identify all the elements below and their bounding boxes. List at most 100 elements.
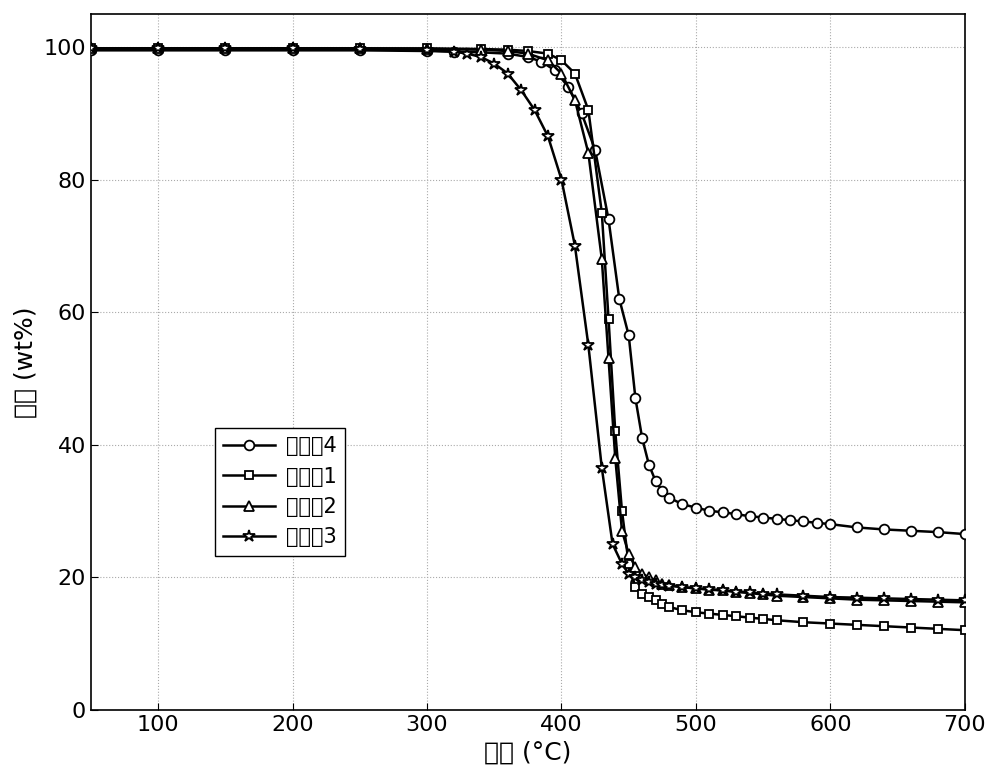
对比夓1 — [676, 605, 688, 615]
对比夓2 — [717, 586, 729, 595]
对比夓3 — [542, 131, 554, 141]
对比夓3 — [515, 86, 527, 95]
对比夓1 — [582, 105, 594, 114]
实施夓4 — [448, 47, 460, 56]
实施夓4 — [851, 523, 863, 532]
对比夓1 — [609, 426, 621, 436]
对比夓1 — [219, 44, 231, 53]
对比夓1 — [85, 44, 97, 53]
对比夓3 — [569, 241, 581, 251]
对比夓3 — [502, 69, 514, 79]
对比夓2 — [502, 47, 514, 56]
对比夓1 — [824, 619, 836, 628]
Legend: 实施夓4, 对比夓1, 对比夓2, 对比夓3: 实施夓4, 对比夓1, 对比夓2, 对比夓3 — [215, 428, 345, 555]
对比夓1 — [851, 620, 863, 629]
对比夓1 — [717, 610, 729, 619]
对比夓2 — [656, 579, 668, 588]
对比夓2 — [569, 96, 581, 105]
实施夓4 — [589, 145, 601, 154]
对比夓1 — [650, 596, 662, 605]
对比夓3 — [85, 44, 97, 53]
对比夓2 — [824, 594, 836, 603]
对比夓2 — [152, 44, 164, 53]
实施夓4 — [287, 46, 299, 55]
对比夓3 — [607, 539, 619, 548]
实施夓4 — [502, 49, 514, 58]
对比夓3 — [421, 46, 433, 55]
实施夓4 — [932, 527, 944, 537]
实施夓4 — [549, 65, 561, 75]
对比夓1 — [771, 615, 783, 625]
实施夓4 — [744, 511, 756, 520]
对比夓3 — [744, 587, 756, 597]
对比夓2 — [354, 44, 366, 53]
对比夓3 — [582, 341, 594, 350]
对比夓1 — [522, 47, 534, 56]
对比夓2 — [555, 69, 567, 79]
对比夓2 — [421, 44, 433, 54]
对比夓2 — [609, 454, 621, 463]
对比夓2 — [596, 254, 608, 264]
Y-axis label: 质量 (wt%): 质量 (wt%) — [14, 306, 38, 418]
对比夓3 — [636, 576, 648, 585]
对比夓3 — [354, 44, 366, 54]
对比夓3 — [905, 594, 917, 604]
对比夓3 — [690, 584, 702, 593]
对比夓3 — [448, 47, 460, 56]
实施夓4 — [811, 518, 823, 527]
对比夓2 — [851, 595, 863, 605]
对比夓2 — [582, 149, 594, 158]
实施夓4 — [663, 493, 675, 503]
对比夓3 — [529, 105, 541, 114]
Line: 对比夓2: 对比夓2 — [86, 44, 970, 607]
对比夓3 — [643, 577, 655, 587]
实施夓4 — [623, 331, 635, 340]
对比夓1 — [603, 314, 615, 324]
对比夓3 — [219, 44, 231, 53]
对比夓3 — [650, 579, 662, 588]
对比夓3 — [656, 580, 668, 590]
实施夓4 — [535, 57, 547, 66]
实施夓4 — [421, 47, 433, 56]
对比夓1 — [596, 208, 608, 217]
实施夓4 — [562, 82, 574, 92]
对比夓1 — [656, 599, 668, 608]
对比夓2 — [959, 598, 971, 607]
对比夓3 — [616, 559, 628, 569]
对比夓3 — [878, 594, 890, 603]
实施夓4 — [613, 294, 625, 303]
实施夓4 — [219, 46, 231, 55]
X-axis label: 温度 (°C): 温度 (°C) — [484, 740, 572, 764]
对比夓3 — [717, 586, 729, 595]
对比夓1 — [354, 44, 366, 53]
对比夓1 — [878, 622, 890, 631]
对比夓3 — [851, 593, 863, 602]
对比夓2 — [703, 585, 715, 594]
实施夓4 — [717, 507, 729, 517]
对比夓1 — [905, 623, 917, 633]
对比夓2 — [690, 584, 702, 593]
实施夓4 — [603, 215, 615, 224]
对比夓1 — [932, 624, 944, 633]
实施夓4 — [656, 486, 668, 496]
对比夓2 — [603, 354, 615, 363]
对比夓1 — [502, 45, 514, 54]
对比夓2 — [522, 49, 534, 58]
实施夓4 — [878, 525, 890, 534]
对比夓2 — [771, 591, 783, 601]
实施夓4 — [730, 510, 742, 519]
实施夓4 — [152, 46, 164, 55]
对比夓3 — [757, 589, 769, 598]
对比夓1 — [690, 608, 702, 617]
Line: 对比夓1: 对比夓1 — [87, 44, 969, 634]
实施夓4 — [636, 433, 648, 443]
对比夓2 — [757, 590, 769, 599]
对比夓3 — [771, 590, 783, 599]
对比夓3 — [475, 52, 487, 61]
实施夓4 — [354, 46, 366, 55]
对比夓2 — [650, 576, 662, 585]
实施夓4 — [784, 516, 796, 525]
对比夓1 — [757, 615, 769, 624]
对比夓3 — [959, 596, 971, 605]
对比夓3 — [730, 587, 742, 597]
